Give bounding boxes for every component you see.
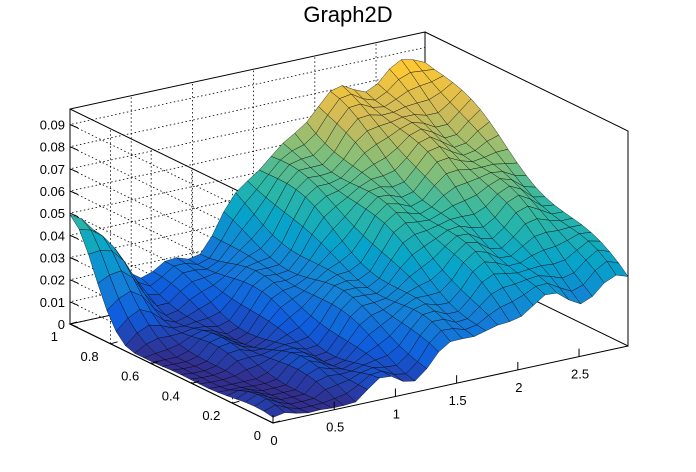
y-tick bbox=[191, 380, 199, 384]
y-tick-label: 0.4 bbox=[162, 388, 180, 403]
z-tick bbox=[69, 212, 79, 218]
chart-title: Graph2D bbox=[303, 2, 392, 27]
z-tick-label: 0.05 bbox=[40, 206, 65, 221]
z-gridline bbox=[68, 47, 426, 224]
y-axis: 0 0.2 0.4 0.6 0.8 1 bbox=[51, 321, 281, 443]
y-tick bbox=[272, 420, 281, 424]
y-tick bbox=[110, 341, 118, 345]
x-tick-label: 0.5 bbox=[326, 420, 344, 435]
z-tick-label: 0.04 bbox=[40, 228, 65, 243]
x-tick-label: 2.5 bbox=[571, 367, 589, 382]
surface-cell bbox=[606, 260, 629, 277]
z-tick bbox=[69, 301, 79, 306]
x-tick-label: 0 bbox=[270, 433, 277, 448]
z-tick bbox=[69, 279, 79, 284]
y-tick bbox=[69, 321, 78, 325]
z-tick bbox=[69, 323, 79, 328]
z-tick-label: 0.06 bbox=[40, 184, 65, 199]
x-axis: 0 0.5 1 1.5 2 2.5 bbox=[270, 348, 589, 448]
z-tick-label: 0.02 bbox=[40, 273, 65, 288]
y-tick-label: 0.6 bbox=[121, 369, 139, 384]
z-tick bbox=[69, 146, 79, 151]
z-axis: 0 0.01 0.02 0.03 0.04 0.05 0.06 0.07 0.08 0.09 bbox=[40, 118, 79, 332]
z-tick bbox=[69, 168, 79, 173]
z-tick bbox=[69, 257, 79, 262]
y-tick-label: 0.2 bbox=[202, 408, 220, 423]
z-tick-label: 0 bbox=[58, 317, 65, 332]
z-tick-label: 0.07 bbox=[40, 162, 65, 177]
z-tick bbox=[69, 190, 79, 195]
x-tick-label: 2 bbox=[515, 380, 522, 395]
y-tick bbox=[151, 361, 159, 365]
z-tick bbox=[69, 234, 79, 240]
z-tick bbox=[69, 124, 79, 129]
y-tick-label: 1 bbox=[51, 329, 58, 344]
surface-cell bbox=[69, 214, 92, 231]
y-tick-label: 0 bbox=[254, 428, 261, 443]
x-tick-label: 1.5 bbox=[449, 393, 467, 408]
z-gridline bbox=[68, 69, 426, 247]
y-tick bbox=[232, 400, 240, 404]
x-tick-label: 1 bbox=[393, 406, 400, 421]
z-tick-label: 0.03 bbox=[40, 251, 65, 266]
z-tick-label: 0.09 bbox=[40, 118, 65, 133]
y-tick-label: 0.8 bbox=[81, 349, 99, 364]
z-tick-label: 0.08 bbox=[40, 140, 65, 155]
surface-mesh bbox=[69, 59, 629, 418]
z-tick-label: 0.01 bbox=[40, 295, 65, 310]
z-gridline bbox=[68, 91, 426, 269]
